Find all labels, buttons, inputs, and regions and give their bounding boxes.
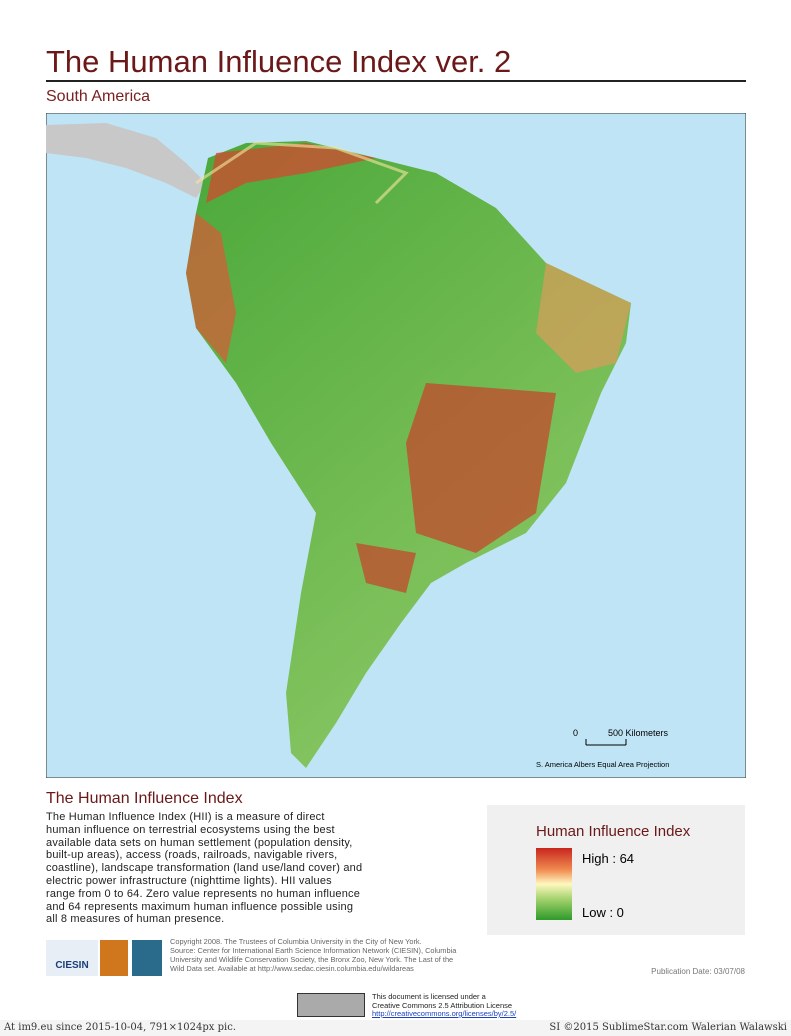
footer: At im9.eu since 2015-10-04, 791×1024px p…	[0, 1020, 791, 1036]
logo	[46, 940, 98, 976]
legend-gradient	[536, 848, 572, 920]
logo	[100, 940, 128, 976]
influence-southeast	[406, 383, 556, 553]
subtitle: South America	[46, 88, 151, 105]
influence-northeast	[536, 263, 631, 373]
logo	[132, 940, 162, 976]
license-link[interactable]: http://creativecommons.org/licenses/by/2…	[372, 1009, 517, 1018]
publication-date: Publication Date: 03/07/08	[651, 967, 745, 976]
map: 0 500 Kilometers S. America Albers Equal…	[46, 113, 746, 778]
description-line: and 64 represents maximum human influenc…	[46, 900, 354, 913]
legend	[487, 805, 745, 935]
logos: CIESIN	[46, 940, 162, 976]
influence-pampas	[356, 543, 416, 593]
influence-north	[206, 143, 376, 203]
license: This document is licensed under a Creati…	[372, 992, 517, 1019]
scale-zero: 0	[573, 728, 578, 738]
credits: Copyright 2008. The Trustees of Columbia…	[170, 937, 456, 973]
description-body: The Human Influence Index (HII) is a mea…	[46, 811, 362, 926]
projection: S. America Albers Equal Area Projection	[536, 760, 669, 769]
legend-title: Human Influence Index	[536, 823, 691, 840]
cc-badge	[297, 993, 365, 1017]
river	[195, 141, 409, 205]
credit-line: University and Wildlife Conservation Soc…	[170, 955, 454, 964]
description-line: coastline), landscape transformation (la…	[46, 862, 363, 875]
legend-high: High : 64	[582, 851, 635, 866]
title: The Human Influence Index ver. 2	[46, 44, 512, 79]
influence-andes	[186, 213, 236, 363]
credit-line: Wild Data set. Available at http://www.s…	[170, 964, 414, 973]
description-heading: The Human Influence Index	[46, 790, 243, 807]
logo-text: CIESIN	[55, 960, 88, 971]
description-line: human influence on terrestrial ecosystem…	[46, 823, 335, 836]
description-line: all 8 measures of human presence.	[46, 913, 225, 926]
credit-line: Source: Center for International Earth S…	[170, 946, 457, 955]
description-line: range from 0 to 64. Zero value represent…	[46, 887, 361, 900]
credit-line: Copyright 2008. The Trustees of Columbia…	[170, 937, 422, 946]
central-america	[46, 123, 206, 198]
license-line: This document is licensed under a	[372, 992, 486, 1001]
description-line: built-up areas), access (roads, railroad…	[46, 849, 338, 862]
footer-left: At im9.eu since 2015-10-04, 791×1024px p…	[4, 1022, 236, 1033]
description-line: The Human Influence Index (HII) is a mea…	[46, 811, 325, 823]
footer-right: SI ©2015 SublimeStar.com Walerian Walaws…	[549, 1022, 787, 1033]
scale-label: 500 Kilometers	[608, 728, 669, 738]
description-line: available data sets on human settlement …	[46, 836, 353, 849]
title-rule	[46, 80, 746, 82]
license-line: Creative Commons 2.5 Attribution License	[372, 1000, 513, 1010]
legend-low: Low : 0	[582, 905, 624, 920]
description-line: electric power infrastructure (nighttime…	[46, 874, 332, 887]
